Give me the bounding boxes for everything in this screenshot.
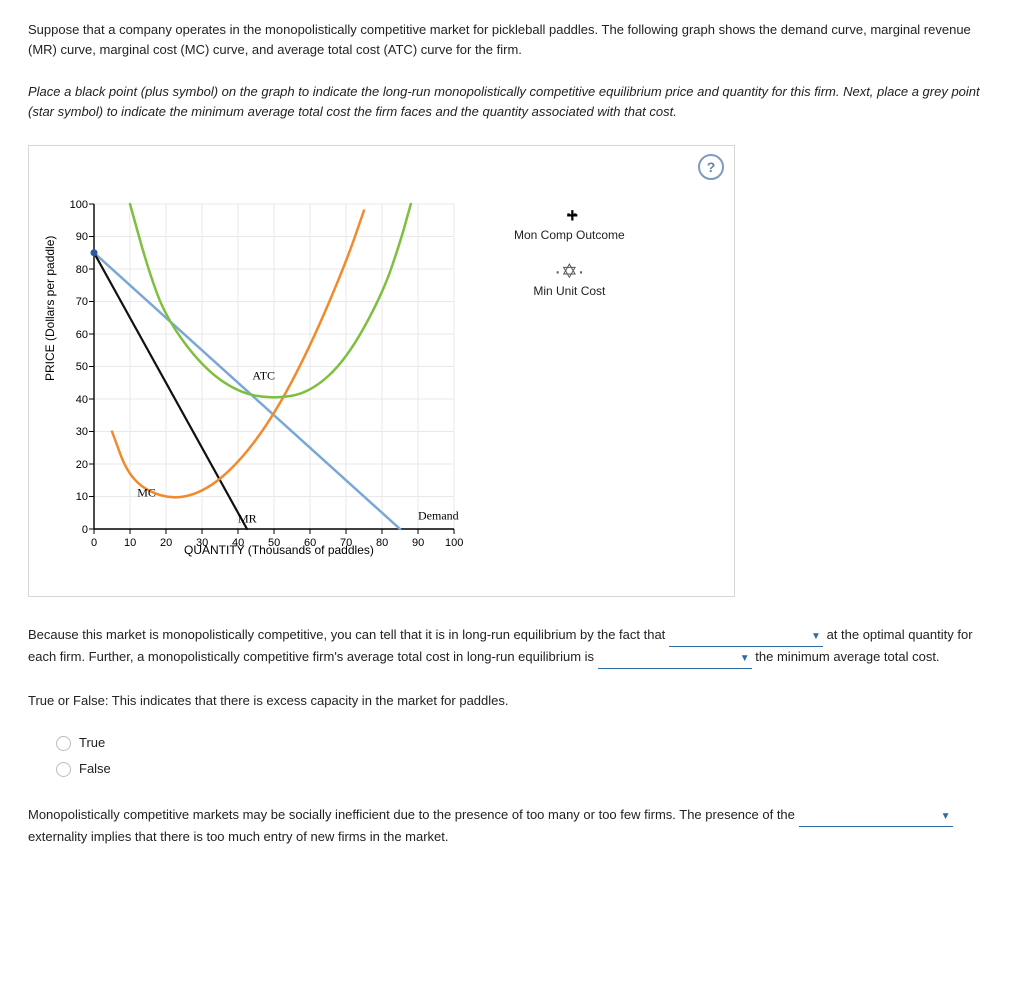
radio-true[interactable]: True <box>56 733 996 753</box>
svg-text:ATC: ATC <box>252 368 275 382</box>
legend-mon-comp[interactable]: ·+· Mon Comp Outcome <box>514 206 625 245</box>
help-icon[interactable]: ? <box>698 154 724 180</box>
star-icon: ·✡· <box>514 262 625 282</box>
intro-paragraph-1: Suppose that a company operates in the m… <box>28 20 996 60</box>
caret-down-icon: ▼ <box>740 653 750 664</box>
radio-true-label: True <box>79 733 105 753</box>
svg-text:Demand: Demand <box>418 508 459 522</box>
radio-icon[interactable] <box>56 762 71 777</box>
caret-down-icon: ▼ <box>941 811 951 822</box>
radio-false-label: False <box>79 759 111 779</box>
plus-icon: ·+· <box>514 206 625 226</box>
chart-svg[interactable]: MC MR ATC Demand <box>84 194 464 539</box>
dropdown-1[interactable]: ▼ <box>669 625 823 647</box>
radio-icon[interactable] <box>56 736 71 751</box>
intro-paragraph-2: Place a black point (plus symbol) on the… <box>28 82 996 122</box>
svg-text:MR: MR <box>238 511 257 525</box>
q2-part-b: externality implies that there is too mu… <box>28 829 449 844</box>
caret-down-icon: ▼ <box>811 631 821 642</box>
legend: ·+· Mon Comp Outcome ·✡· Min Unit Cost <box>514 206 625 319</box>
fill-in-question-2: Monopolistically competitive markets may… <box>28 805 996 847</box>
svg-text:MC: MC <box>137 485 156 499</box>
dropdown-3[interactable]: ▼ <box>799 805 953 827</box>
legend-min-unit-cost[interactable]: ·✡· Min Unit Cost <box>514 262 625 301</box>
y-axis-label: PRICE (Dollars per paddle) <box>41 235 60 380</box>
q1-part-c: the minimum average total cost. <box>755 649 939 664</box>
true-false-prompt: True or False: This indicates that there… <box>28 691 996 711</box>
legend-label-1: Mon Comp Outcome <box>514 226 625 245</box>
legend-label-2: Min Unit Cost <box>514 282 625 301</box>
q1-part-a: Because this market is monopolistically … <box>28 627 665 642</box>
dropdown-2[interactable]: ▼ <box>598 647 752 669</box>
graph-card: ? PRICE (Dollars per paddle) MC MR ATC Dema… <box>28 145 735 597</box>
q2-part-a: Monopolistically competitive markets may… <box>28 807 795 822</box>
plot-area[interactable]: MC MR ATC Demand <box>84 194 464 545</box>
fill-in-question-1: Because this market is monopolistically … <box>28 625 996 669</box>
radio-false[interactable]: False <box>56 759 996 779</box>
